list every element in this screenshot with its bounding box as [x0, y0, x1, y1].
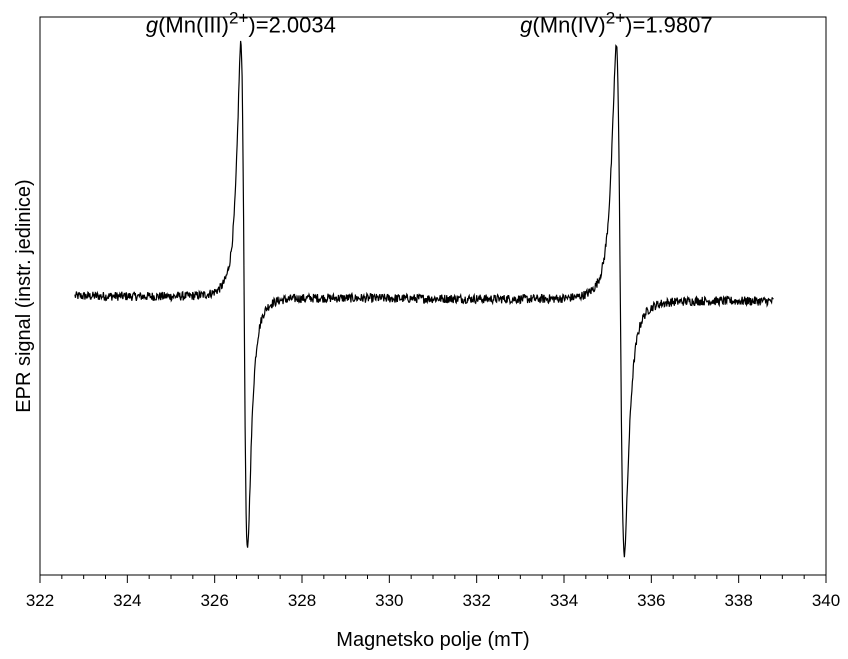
- spectrum-line: [74, 40, 774, 558]
- x-tick-label: 328: [288, 591, 316, 610]
- annotation-mn3-body: (Mn(III): [158, 12, 229, 37]
- x-tick-label: 334: [550, 591, 578, 610]
- x-tick-label: 338: [724, 591, 752, 610]
- x-axis-tick-labels: 322 324 326 328 330 332 334 336 338 340: [26, 591, 840, 610]
- annotation-mn4-suffix: )=1.9807: [625, 12, 712, 37]
- annotation-mn4: g(Mn(IV)2+)=1.9807: [520, 8, 712, 38]
- annotation-mn4-sup: 2+: [606, 8, 625, 27]
- x-tick-label: 324: [113, 591, 141, 610]
- x-tick-label: 322: [26, 591, 54, 610]
- x-axis-ticks: [39, 575, 827, 583]
- annotation-mn3-sup: 2+: [229, 8, 248, 27]
- x-tick-label: 336: [637, 591, 665, 610]
- annotation-mn3: g(Mn(III)2+)=2.0034: [146, 8, 336, 38]
- annotation-mn3-suffix: )=2.0034: [248, 12, 335, 37]
- annotation-mn4-g: g: [520, 12, 533, 37]
- x-tick-label: 326: [200, 591, 228, 610]
- x-tick-label: 330: [375, 591, 403, 610]
- y-axis-title: EPR signal (instr. jedinice): [13, 179, 35, 412]
- x-tick-label: 332: [462, 591, 490, 610]
- x-tick-label: 340: [812, 591, 840, 610]
- annotation-mn4-body: (Mn(IV): [532, 12, 605, 37]
- x-axis-title: Magnetsko polje (mT): [336, 629, 529, 651]
- annotation-mn3-g: g: [146, 12, 159, 37]
